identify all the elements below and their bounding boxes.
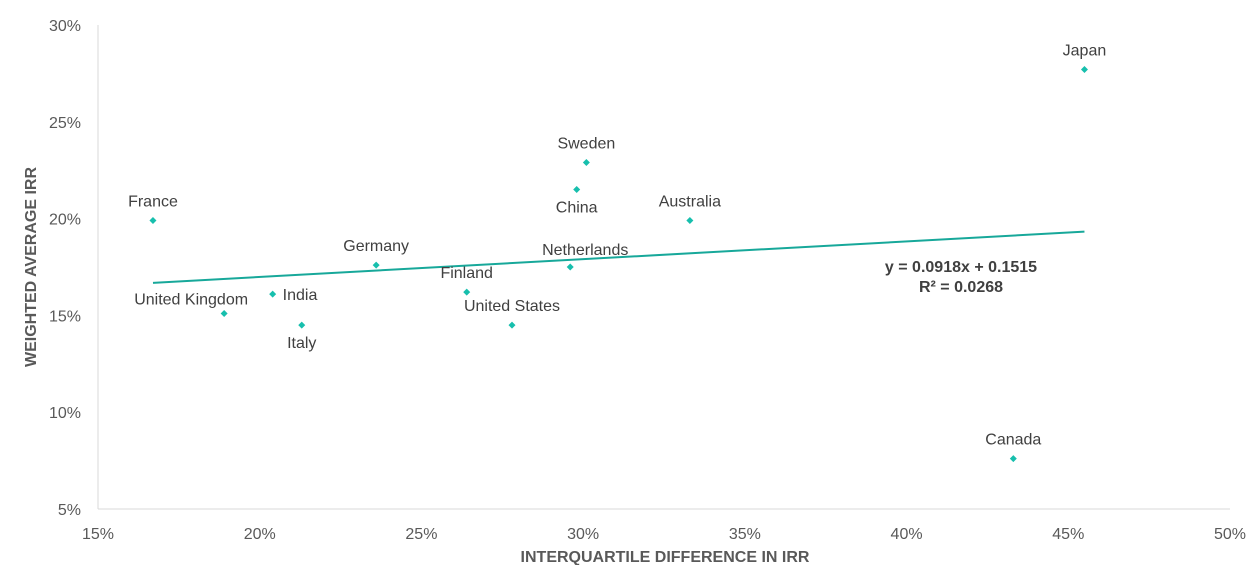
data-point-india [269, 290, 277, 298]
data-point-united-kingdom [220, 309, 228, 317]
x-tick-label: 45% [1052, 526, 1084, 543]
x-tick-label: 25% [405, 526, 437, 543]
y-tick-label: 10% [49, 405, 81, 422]
data-point-united-states [508, 321, 516, 329]
point-label-china: China [556, 200, 598, 217]
data-point-australia [686, 217, 694, 225]
y-axis-title: WEIGHTED AVERAGE IRR [23, 167, 40, 367]
x-tick-label: 40% [891, 526, 923, 543]
axes [97, 25, 1230, 510]
x-tick-labels: 15% 20% 25% 30% 35% 40% 45% 50% [82, 526, 1246, 543]
point-label-finland: Finland [440, 265, 492, 282]
trendline-equation: y = 0.0918x + 0.1515 [885, 259, 1037, 276]
point-label-sweden: Sweden [557, 135, 615, 152]
y-tick-label: 5% [58, 502, 81, 519]
y-tick-labels: 5% 10% 15% 20% 25% 30% [49, 18, 81, 519]
point-label-france: France [128, 194, 178, 211]
data-points [149, 66, 1088, 463]
data-point-netherlands [566, 263, 574, 271]
data-point-italy [298, 321, 306, 329]
y-tick-label: 25% [49, 115, 81, 132]
x-axis-title: INTERQUARTILE DIFFERENCE IN IRR [521, 549, 810, 565]
point-labels: France United Kingdom India Italy Germany Fin… [128, 43, 1106, 449]
data-point-finland [463, 288, 471, 296]
x-tick-label: 20% [244, 526, 276, 543]
point-label-united-states: United States [464, 298, 560, 315]
y-tick-label: 15% [49, 308, 81, 325]
point-label-germany: Germany [343, 238, 409, 255]
y-tick-label: 30% [49, 18, 81, 35]
point-label-united-kingdom: United Kingdom [134, 291, 248, 308]
point-label-japan: Japan [1063, 43, 1107, 60]
point-label-netherlands: Netherlands [542, 242, 628, 259]
x-tick-label: 35% [729, 526, 761, 543]
point-label-india: India [283, 287, 318, 304]
x-tick-label: 30% [567, 526, 599, 543]
data-point-japan [1080, 66, 1088, 74]
trendline-r-squared: R² = 0.0268 [919, 279, 1003, 296]
trendline-group [152, 230, 1085, 284]
data-point-sweden [582, 158, 590, 166]
point-label-australia: Australia [659, 194, 721, 211]
data-point-france [149, 217, 157, 225]
point-label-italy: Italy [287, 335, 316, 352]
data-point-canada [1009, 455, 1017, 463]
point-label-canada: Canada [985, 432, 1041, 449]
y-tick-label: 20% [49, 212, 81, 229]
trendline [152, 230, 1085, 284]
data-point-china [573, 186, 581, 194]
x-tick-label: 15% [82, 526, 114, 543]
x-tick-label: 50% [1214, 526, 1246, 543]
data-point-germany [372, 261, 380, 269]
